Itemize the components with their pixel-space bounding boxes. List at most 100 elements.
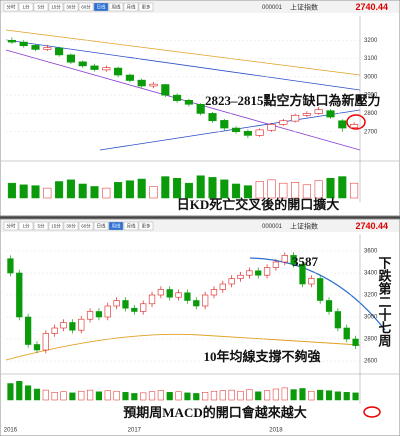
tab-label[interactable]: 月线: [127, 4, 136, 11]
y-tick-label: 3000: [364, 74, 378, 80]
tab-label[interactable]: 5分: [37, 223, 45, 230]
volume-bar: [7, 383, 14, 401]
tab-label[interactable]: 15分: [51, 223, 61, 230]
volume-bar: [220, 179, 229, 199]
candle-body: [291, 114, 300, 122]
tab-label[interactable]: 更多: [142, 223, 151, 230]
tab[interactable]: [78, 2, 94, 12]
volume-bar: [308, 390, 315, 401]
candle-body: [95, 311, 103, 318]
volume-bar: [66, 179, 75, 199]
candle-body: [255, 129, 264, 136]
tab-label[interactable]: 15分: [51, 4, 61, 11]
tab-label[interactable]: 月线: [127, 223, 136, 230]
annotation: 預期周MACD的開口會越來越大: [123, 405, 306, 420]
candle-body: [326, 110, 335, 118]
tab[interactable]: [108, 2, 124, 12]
tab[interactable]: [18, 221, 34, 231]
candle-body: [196, 103, 205, 114]
volume-bar: [86, 389, 94, 401]
volume-bar: [263, 390, 271, 401]
tab-label[interactable]: 5分: [37, 4, 45, 11]
volume-bar: [352, 392, 359, 401]
candle-body: [263, 267, 271, 276]
annotation-arrow: [249, 257, 386, 331]
tab[interactable]: [138, 2, 154, 12]
y-tick-label: 3000: [364, 315, 378, 321]
tab[interactable]: [18, 2, 34, 12]
candle-body: [279, 120, 288, 125]
tab[interactable]: [63, 2, 79, 12]
tab-label[interactable]: 60分: [81, 223, 91, 230]
candle-body: [24, 316, 32, 345]
tab[interactable]: [78, 221, 94, 231]
candle-body: [201, 294, 209, 307]
annotation: 2823–2815點空方缺口為新壓力: [205, 93, 381, 108]
candle-body: [137, 79, 146, 87]
tab-label[interactable]: 30分: [66, 223, 76, 230]
candle-body: [140, 303, 147, 312]
tab-label[interactable]: 1分: [22, 223, 30, 230]
candle-body: [232, 127, 241, 133]
tab-label[interactable]: 日线: [97, 223, 106, 230]
tab-label[interactable]: 日线: [97, 4, 106, 11]
tab-label[interactable]: 周线: [112, 223, 121, 230]
tab[interactable]: [138, 221, 154, 231]
volume-bar: [196, 175, 205, 199]
volume-bar: [208, 177, 217, 199]
volume-bar: [173, 177, 182, 199]
candle-body: [66, 54, 75, 63]
volume-bar: [299, 388, 306, 401]
tab-label[interactable]: 更多: [142, 4, 151, 11]
volume-bar: [184, 392, 191, 401]
tab[interactable]: [63, 221, 79, 231]
volume-bar: [43, 187, 52, 199]
y-tick-label: 3100: [364, 56, 378, 62]
volume-bar: [104, 390, 111, 401]
tab[interactable]: [3, 2, 19, 12]
tab[interactable]: [3, 221, 19, 231]
tab[interactable]: [48, 221, 64, 231]
candle-body: [113, 300, 120, 307]
volume-bar: [317, 389, 324, 401]
volume-bar: [90, 186, 99, 199]
candle-body: [78, 318, 85, 331]
tab-label[interactable]: 30分: [66, 4, 76, 11]
candle-body: [16, 272, 23, 318]
tab[interactable]: [108, 221, 124, 231]
highlight-circle: [363, 406, 381, 418]
tab-label[interactable]: 1分: [22, 4, 30, 11]
candle-body: [267, 124, 276, 131]
candle-body: [86, 311, 94, 320]
tab-label[interactable]: 分时: [7, 4, 16, 11]
volume-bar: [114, 182, 123, 199]
candle-body: [148, 294, 156, 305]
candle-body: [166, 289, 173, 298]
volume-bar: [291, 182, 300, 199]
tab[interactable]: [93, 221, 109, 231]
candle-body: [343, 327, 350, 340]
volume-bar: [148, 391, 156, 401]
tab-label[interactable]: 60分: [81, 4, 91, 11]
volume-bar: [25, 385, 32, 401]
volume-bar: [193, 393, 200, 401]
volume-bar: [60, 391, 67, 401]
volume-bar: [210, 390, 218, 401]
volume-bar: [95, 391, 103, 401]
stock-name: 上证指数: [290, 221, 318, 230]
tab[interactable]: [33, 221, 49, 231]
tab-label[interactable]: 周线: [112, 4, 121, 11]
tab[interactable]: [93, 2, 109, 12]
tab-label[interactable]: 分时: [7, 223, 16, 230]
tab[interactable]: [123, 2, 139, 12]
tab[interactable]: [33, 2, 49, 12]
x-tick-label: 2016: [4, 428, 18, 434]
y-tick-label: 3200: [364, 293, 378, 299]
tab[interactable]: [123, 221, 139, 231]
volume-bar: [334, 391, 341, 401]
tab[interactable]: [48, 2, 64, 12]
volume-bar: [279, 182, 288, 199]
candle-body: [334, 311, 342, 329]
